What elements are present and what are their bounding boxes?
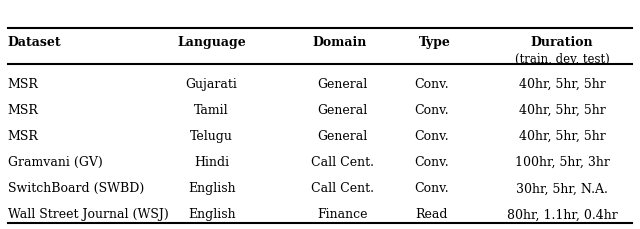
Text: English: English bbox=[188, 182, 236, 194]
Text: English: English bbox=[188, 207, 236, 221]
Text: Domain: Domain bbox=[312, 36, 366, 49]
Text: Conv.: Conv. bbox=[414, 77, 449, 90]
Text: Conv.: Conv. bbox=[414, 104, 449, 117]
Text: Duration: Duration bbox=[531, 36, 593, 49]
Text: Hindi: Hindi bbox=[194, 155, 229, 169]
Text: General: General bbox=[317, 77, 367, 90]
Text: Conv.: Conv. bbox=[414, 155, 449, 169]
Text: Gramvani (GV): Gramvani (GV) bbox=[8, 155, 102, 169]
Text: 80hr, 1.1hr, 0.4hr: 80hr, 1.1hr, 0.4hr bbox=[507, 207, 618, 221]
Text: Conv.: Conv. bbox=[414, 182, 449, 194]
Text: MSR: MSR bbox=[8, 130, 38, 142]
Text: Gujarati: Gujarati bbox=[186, 77, 237, 90]
Text: SwitchBoard (SWBD): SwitchBoard (SWBD) bbox=[8, 182, 144, 194]
Text: Dataset: Dataset bbox=[8, 36, 61, 49]
Text: General: General bbox=[317, 104, 367, 117]
Text: 40hr, 5hr, 5hr: 40hr, 5hr, 5hr bbox=[519, 77, 605, 90]
Text: 30hr, 5hr, N.A.: 30hr, 5hr, N.A. bbox=[516, 182, 608, 194]
Text: 40hr, 5hr, 5hr: 40hr, 5hr, 5hr bbox=[519, 130, 605, 142]
Text: Type: Type bbox=[419, 36, 451, 49]
Text: Call Cent.: Call Cent. bbox=[311, 182, 374, 194]
Text: Tamil: Tamil bbox=[195, 104, 229, 117]
Text: 40hr, 5hr, 5hr: 40hr, 5hr, 5hr bbox=[519, 104, 605, 117]
Text: Language: Language bbox=[177, 36, 246, 49]
Text: 100hr, 5hr, 3hr: 100hr, 5hr, 3hr bbox=[515, 155, 609, 169]
Text: Finance: Finance bbox=[317, 207, 367, 221]
Text: MSR: MSR bbox=[8, 77, 38, 90]
Text: (train, dev, test): (train, dev, test) bbox=[515, 53, 609, 65]
Text: Read: Read bbox=[415, 207, 448, 221]
Text: General: General bbox=[317, 130, 367, 142]
Text: Conv.: Conv. bbox=[414, 130, 449, 142]
Text: Telugu: Telugu bbox=[190, 130, 233, 142]
Text: Call Cent.: Call Cent. bbox=[311, 155, 374, 169]
Text: Wall Street Journal (WSJ): Wall Street Journal (WSJ) bbox=[8, 207, 168, 221]
Text: MSR: MSR bbox=[8, 104, 38, 117]
